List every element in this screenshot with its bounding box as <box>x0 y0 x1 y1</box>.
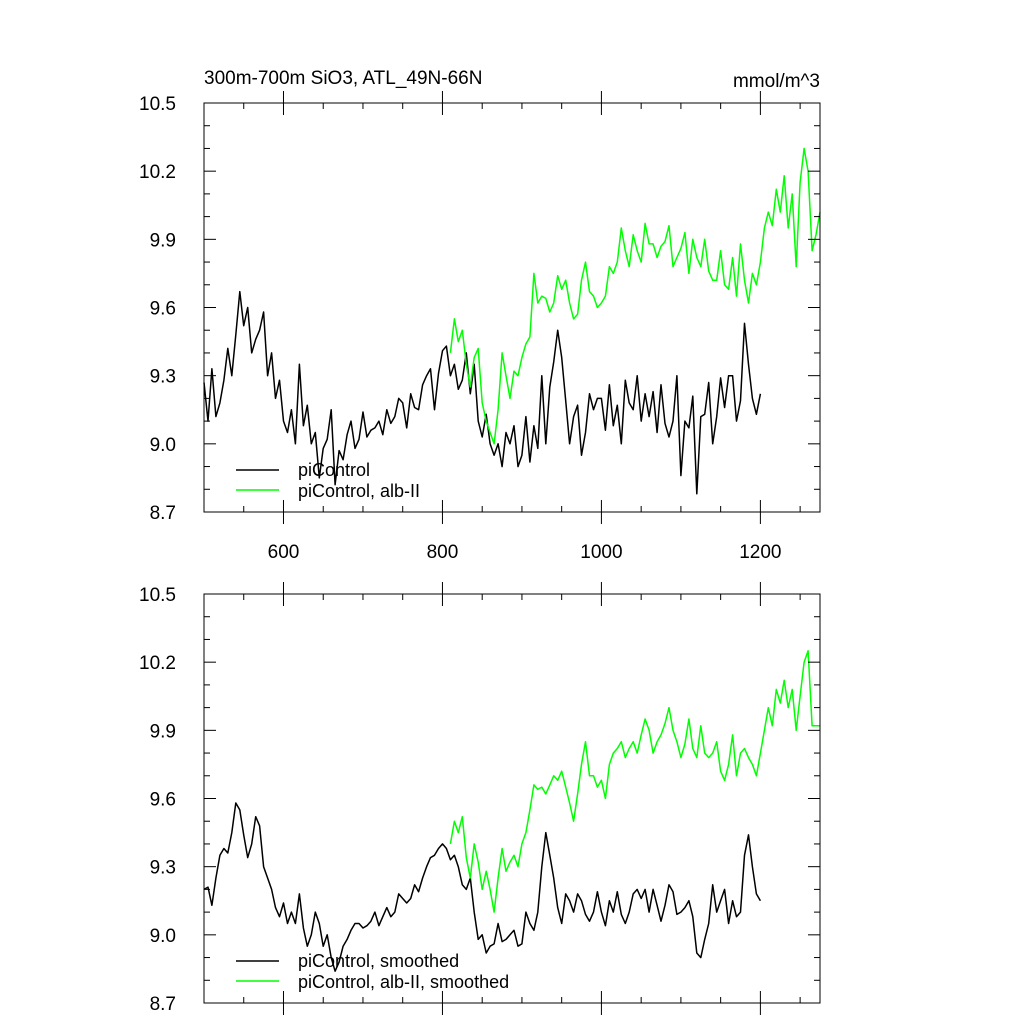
y-tick-label: 8.7 <box>150 994 176 1015</box>
top-panel: 8.7 9.0 9.3 9.6 9.9 10.2 10.5 600 800 1000 1200 <box>139 91 821 563</box>
legend-label-alb-II-smoothed: piControl, alb-II, smoothed <box>298 972 509 992</box>
x-tick-label: 800 <box>427 542 459 563</box>
y-tick-label: 8.7 <box>150 503 176 524</box>
y-tick-label: 10.2 <box>139 653 176 674</box>
legend-label-piControl: piControl <box>298 460 370 480</box>
chart-title-left: 300m-700m SiO3, ATL_49N-66N <box>204 68 482 89</box>
legend-label-piControl-smoothed: piControl, smoothed <box>298 951 459 971</box>
x-tick-label: 1000 <box>580 542 622 563</box>
y-tick-label: 10.5 <box>139 94 176 115</box>
legend-label-alb-II: piControl, alb-II <box>298 481 420 501</box>
bottom-legend: piControl, smoothed piControl, alb-II, s… <box>236 951 509 992</box>
y-tick-label: 9.3 <box>150 858 176 879</box>
y-tick-label: 9.3 <box>150 367 176 388</box>
y-tick-label: 9.0 <box>150 926 176 947</box>
series-line-0-1 <box>449 147 821 445</box>
x-tick-label: 1200 <box>739 542 781 563</box>
chart-title-units: mmol/m^3 <box>733 71 820 92</box>
top-legend: piControl piControl, alb-II <box>236 460 420 501</box>
series-line-1-0 <box>203 802 762 972</box>
y-tick-label: 10.5 <box>139 585 176 606</box>
x-tick-label: 600 <box>268 542 300 563</box>
y-tick-label: 9.9 <box>150 721 176 742</box>
y-tick-label: 9.0 <box>150 435 176 456</box>
y-tick-label: 9.6 <box>150 790 176 811</box>
y-tick-label: 9.9 <box>150 230 176 251</box>
series-line-1-1 <box>449 650 820 913</box>
y-tick-label: 9.6 <box>150 299 176 320</box>
series-line-0-0 <box>203 290 762 495</box>
y-tick-label: 10.2 <box>139 162 176 183</box>
bottom-panel: 8.7 9.0 9.3 9.6 9.9 10.2 10.5 <box>139 582 821 1015</box>
